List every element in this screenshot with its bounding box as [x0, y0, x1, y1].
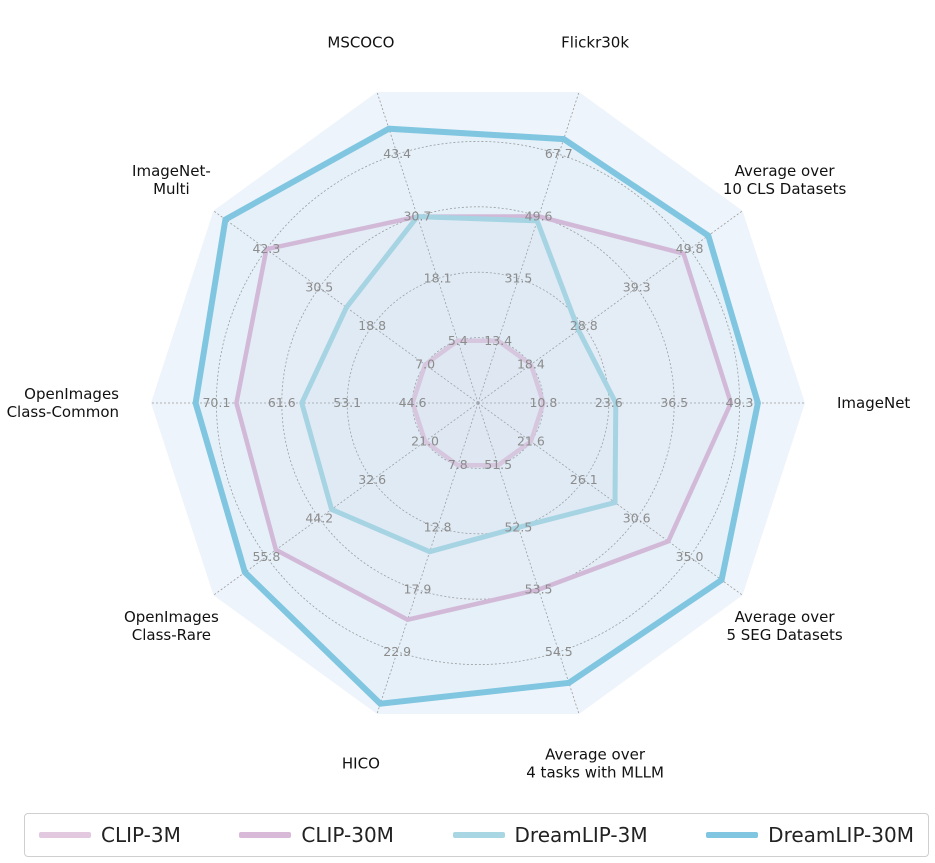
legend-item: CLIP-3M: [39, 823, 181, 847]
legend-item: DreamLIP-30M: [706, 823, 914, 847]
grid-spoke-4: [213, 210, 479, 404]
tick-label: 70.1: [202, 395, 230, 410]
legend: CLIP-3M CLIP-30M DreamLIP-3M DreamLIP-30M: [24, 813, 929, 857]
grid-spoke-2: [477, 91, 580, 404]
legend-label: DreamLIP-3M: [514, 823, 648, 847]
tick-label: 7.0: [415, 357, 435, 372]
tick-label: 22.9: [383, 644, 411, 659]
tick-label: 31.5: [504, 271, 532, 286]
tick-label: 35.0: [676, 549, 704, 564]
axis-label: Average over 10 CLS Datasets: [723, 162, 847, 198]
legend-swatch: [239, 832, 292, 838]
tick-label: 67.7: [545, 146, 573, 161]
legend-swatch: [452, 832, 505, 838]
tick-label: 21.6: [517, 433, 545, 448]
axis-label: ImageNet-Multi: [132, 162, 211, 198]
tick-label: 30.5: [305, 280, 333, 295]
tick-label: 32.6: [358, 472, 386, 487]
radar-chart: 10.8 23.6 36.5 49.3 18.4 28.8 39.3 49.8 13.4 31.5…: [7, 34, 911, 782]
radar-series: [192, 125, 761, 707]
legend-label: DreamLIP-30M: [768, 823, 914, 847]
legend-label: CLIP-30M: [301, 823, 394, 847]
tick-label: 17.9: [403, 582, 431, 597]
tick-label: 28.8: [570, 318, 598, 333]
tick-label: 49.3: [726, 395, 754, 410]
grid-spoke-3: [376, 91, 479, 404]
tick-label: 10.8: [529, 395, 557, 410]
tick-label: 5.4: [448, 333, 468, 348]
axis-label: HICO: [342, 755, 380, 773]
tick-label: 52.5: [504, 519, 532, 534]
tick-label: 12.8: [424, 519, 452, 534]
grid-spoke-8: [477, 402, 580, 715]
legend-label: CLIP-3M: [101, 823, 181, 847]
axis-label: Flickr30k: [561, 34, 629, 52]
tick-label: 18.1: [424, 271, 452, 286]
series-clip-3m: [410, 338, 546, 468]
axis-label: OpenImages Class-Common: [7, 385, 120, 421]
series-clip-30m: [234, 214, 734, 623]
tick-label: 44.6: [399, 395, 427, 410]
tick-label: 55.8: [252, 549, 280, 564]
tick-label: 13.4: [484, 333, 512, 348]
tick-label: 44.2: [305, 510, 333, 525]
grid-spoke-1: [477, 210, 743, 404]
tick-label: 53.5: [525, 582, 553, 597]
tick-label: 53.1: [333, 395, 361, 410]
tick-label: 7.8: [448, 457, 468, 472]
tick-label: 23.6: [595, 395, 623, 410]
tick-label: 51.5: [484, 457, 512, 472]
tick-label: 18.4: [517, 357, 545, 372]
grid-spoke-7: [376, 402, 479, 715]
tick-label: 49.6: [525, 208, 553, 223]
tick-label: 30.6: [623, 510, 651, 525]
tick-label: 49.8: [676, 241, 704, 256]
grid-spoke-6: [213, 402, 479, 596]
legend-item: DreamLIP-3M: [452, 823, 648, 847]
tick-label: 18.8: [358, 318, 386, 333]
axis-label: Average over 4 tasks with MLLM: [526, 746, 664, 782]
axis-label: OpenImages Class-Rare: [124, 608, 219, 644]
radar-axis-labels: ImageNet Average over 10 CLS Datasets Flick…: [7, 34, 911, 782]
series-dreamlip-30m: [192, 125, 761, 707]
tick-label: 42.3: [252, 241, 280, 256]
tick-label: 21.0: [411, 433, 439, 448]
grid-ring-2: [346, 271, 610, 535]
axis-label: MSCOCO: [327, 34, 394, 52]
legend-swatch: [39, 832, 91, 838]
grid-spoke-9: [477, 402, 743, 596]
series-dreamlip-3m: [299, 214, 619, 555]
radar-tick-labels: 10.8 23.6 36.5 49.3 18.4 28.8 39.3 49.8 13.4 31.5…: [202, 146, 753, 659]
tick-label: 61.6: [268, 395, 296, 410]
tick-label: 26.1: [570, 472, 598, 487]
tick-label: 36.5: [660, 395, 688, 410]
tick-label: 43.4: [383, 146, 411, 161]
legend-swatch: [706, 832, 759, 838]
axis-label: ImageNet: [837, 394, 910, 412]
axis-label: Average over 5 SEG Datasets: [726, 608, 842, 644]
tick-label: 39.3: [623, 280, 651, 295]
legend-item: CLIP-30M: [239, 823, 394, 847]
tick-label: 54.5: [545, 644, 573, 659]
tick-label: 30.7: [403, 208, 431, 223]
